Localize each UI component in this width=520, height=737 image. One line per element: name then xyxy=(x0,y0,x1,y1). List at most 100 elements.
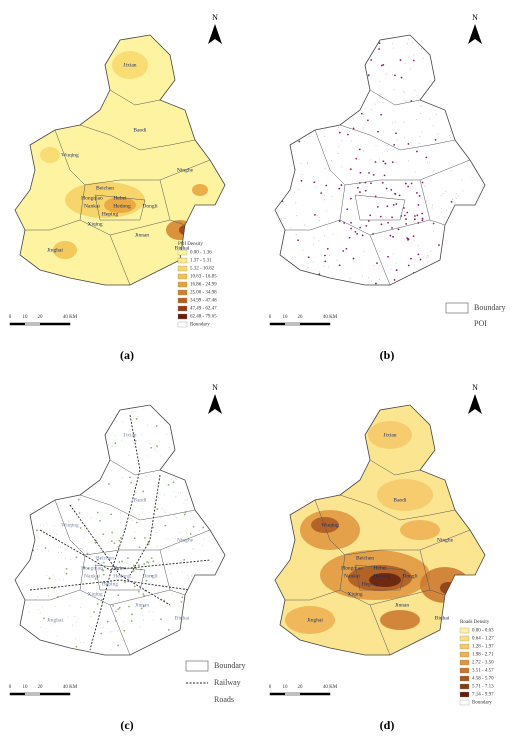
dot xyxy=(43,414,45,416)
dot xyxy=(37,485,39,487)
dot xyxy=(192,548,194,550)
dot xyxy=(426,200,428,202)
dot xyxy=(352,127,355,130)
dot xyxy=(222,544,224,546)
dot xyxy=(350,221,353,224)
district-label: Dongli xyxy=(402,573,418,579)
dot xyxy=(75,621,77,623)
dot xyxy=(323,265,325,267)
dot xyxy=(428,162,430,164)
dot xyxy=(199,635,201,637)
dot xyxy=(442,193,444,195)
dot xyxy=(332,83,335,86)
dot xyxy=(176,638,178,640)
hotspot xyxy=(377,479,433,511)
dot xyxy=(309,135,311,137)
dot xyxy=(100,632,103,635)
legend-swatch xyxy=(459,627,470,634)
dot xyxy=(214,518,217,521)
dot xyxy=(15,445,18,448)
scale-label: 20 xyxy=(38,685,44,690)
dot xyxy=(392,42,394,44)
dot xyxy=(28,474,30,476)
dot xyxy=(458,67,460,69)
dot xyxy=(40,645,43,648)
dot xyxy=(193,548,195,550)
dot xyxy=(277,240,279,242)
dot xyxy=(74,638,76,640)
dot xyxy=(219,523,222,526)
dot xyxy=(51,644,53,646)
dot xyxy=(407,185,410,188)
dot xyxy=(427,35,429,36)
dot xyxy=(117,644,119,647)
legend-swatch xyxy=(459,683,470,690)
district-label: Jinghai xyxy=(47,247,63,253)
dot xyxy=(357,49,359,51)
legend-swatch xyxy=(177,305,188,312)
dot xyxy=(332,233,334,235)
dot xyxy=(419,136,421,138)
dot xyxy=(359,171,362,174)
dot xyxy=(313,243,315,245)
dot xyxy=(39,472,41,474)
dot xyxy=(177,548,179,550)
dot xyxy=(211,561,213,563)
dot xyxy=(141,433,143,435)
dot xyxy=(403,214,406,217)
dot xyxy=(168,447,170,449)
dot xyxy=(77,518,79,520)
dot xyxy=(43,524,45,526)
dot xyxy=(165,633,167,635)
dot xyxy=(180,601,183,603)
dot xyxy=(346,84,348,86)
dot xyxy=(76,425,78,428)
dot xyxy=(453,218,455,220)
dot xyxy=(135,417,138,420)
dot xyxy=(381,181,384,184)
legend-label: 16.86 - 24.99 xyxy=(190,283,217,288)
dot xyxy=(36,529,38,532)
dot xyxy=(292,137,295,139)
dot xyxy=(355,157,358,160)
dot xyxy=(26,585,28,587)
dot xyxy=(37,549,39,551)
dot xyxy=(132,564,135,567)
dot xyxy=(391,122,393,124)
dot xyxy=(222,589,225,592)
dot xyxy=(390,269,392,271)
dot xyxy=(177,410,180,413)
dot xyxy=(192,443,194,445)
dot xyxy=(205,410,207,412)
dot xyxy=(114,442,117,445)
dot xyxy=(286,125,288,127)
dot xyxy=(79,527,82,529)
district-label: Wuqing xyxy=(61,522,79,528)
dot xyxy=(472,211,474,213)
dot xyxy=(23,414,26,417)
dot xyxy=(187,575,189,577)
dot xyxy=(162,461,164,463)
dot xyxy=(74,416,76,418)
dot xyxy=(409,68,411,70)
dot xyxy=(106,620,109,623)
dot xyxy=(350,227,353,230)
dot xyxy=(37,413,39,415)
dot xyxy=(435,114,437,116)
dot xyxy=(188,621,190,623)
dot xyxy=(37,449,39,452)
dot xyxy=(79,418,81,420)
dot xyxy=(454,201,456,203)
dot xyxy=(74,414,76,416)
dot xyxy=(171,593,173,595)
dot xyxy=(192,581,194,583)
dot xyxy=(310,50,312,52)
dot xyxy=(378,265,380,267)
dot xyxy=(205,447,208,450)
dot xyxy=(155,425,158,427)
dot xyxy=(219,582,222,584)
dot xyxy=(287,92,289,94)
dot xyxy=(176,431,179,434)
dot xyxy=(462,43,465,46)
dot xyxy=(67,651,69,653)
